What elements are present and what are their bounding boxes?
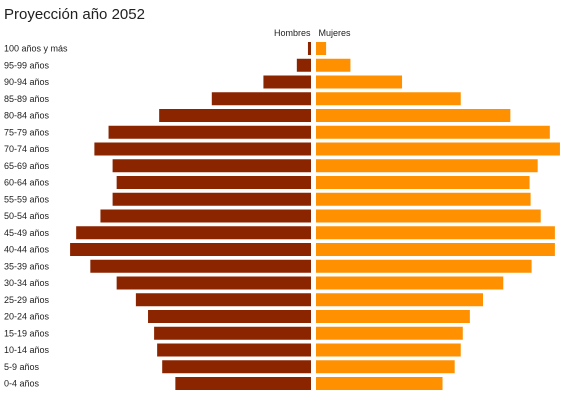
tick-label-100-anos-y-mas: 100 años y más: [4, 44, 68, 54]
bar-hombres-80-84-anos: [159, 109, 311, 122]
bar-mujeres-95-99-anos: [316, 58, 351, 72]
bar-mujeres-45-49-anos: [316, 226, 555, 240]
bar-mujeres-40-44-anos: [316, 243, 555, 256]
tick-label-20-24-anos: 20-24 años: [4, 312, 50, 322]
bar-hombres-25-29-anos: [135, 293, 311, 307]
bar-hombres-100-anos-y-mas: [307, 42, 311, 55]
legend-label-hombres: Hombres: [274, 28, 311, 38]
bar-mujeres-25-29-anos: [316, 293, 484, 307]
bar-hombres-65-69-anos: [112, 159, 311, 173]
series-mujeres-bars: [316, 42, 560, 390]
bar-mujeres-30-34-anos: [316, 276, 504, 290]
bar-mujeres-10-14-anos: [316, 343, 461, 357]
tick-label-45-49-anos: 45-49 años: [4, 228, 50, 238]
tick-label-65-69-anos: 65-69 años: [4, 161, 50, 171]
bar-mujeres-60-64-anos: [316, 176, 530, 189]
tick-label-30-34-anos: 30-34 años: [4, 278, 50, 288]
tick-label-15-19-anos: 15-19 años: [4, 328, 50, 338]
bar-hombres-95-99-anos: [296, 58, 311, 72]
bar-mujeres-85-89-anos: [316, 92, 461, 106]
category-tick-labels: 100 años y más 95-99 años 90-94 años 85-89 …: [4, 44, 68, 389]
bar-hombres-10-14-anos: [157, 343, 311, 357]
tick-label-5-9-anos: 5-9 años: [4, 362, 40, 372]
series-hombres-bars: [70, 42, 312, 390]
bar-mujeres-5-9-anos: [316, 360, 455, 374]
bar-mujeres-90-94-anos: [316, 75, 403, 89]
tick-label-40-44-anos: 40-44 años: [4, 245, 50, 255]
bar-hombres-85-89-anos: [211, 92, 311, 106]
legend-label-mujeres: Mujeres: [319, 28, 352, 38]
tick-label-75-79-anos: 75-79 años: [4, 127, 50, 137]
bar-hombres-35-39-anos: [90, 259, 311, 273]
bar-hombres-15-19-anos: [154, 326, 311, 340]
bar-hombres-55-59-anos: [112, 192, 311, 206]
bar-mujeres-75-79-anos: [316, 125, 550, 139]
bar-hombres-20-24-anos: [148, 310, 311, 323]
bar-hombres-75-79-anos: [108, 125, 311, 139]
tick-label-0-4-anos: 0-4 años: [4, 379, 40, 389]
legend: Hombres Mujeres: [274, 28, 351, 38]
bar-hombres-40-44-anos: [70, 243, 311, 256]
chart-title: Proyección año 2052: [4, 6, 145, 23]
bar-hombres-70-74-anos: [94, 142, 311, 156]
tick-label-55-59-anos: 55-59 años: [4, 194, 50, 204]
bar-hombres-60-64-anos: [116, 176, 312, 189]
tick-label-95-99-anos: 95-99 años: [4, 60, 50, 70]
tick-label-50-54-anos: 50-54 años: [4, 211, 50, 221]
tick-label-85-89-anos: 85-89 años: [4, 94, 50, 104]
tick-label-10-14-anos: 10-14 años: [4, 345, 50, 355]
bar-hombres-5-9-anos: [162, 360, 311, 374]
bar-hombres-30-34-anos: [116, 276, 312, 290]
bar-hombres-45-49-anos: [76, 226, 311, 240]
bar-hombres-50-54-anos: [100, 209, 311, 223]
tick-label-70-74-anos: 70-74 años: [4, 144, 50, 154]
bar-mujeres-55-59-anos: [316, 192, 531, 206]
tick-label-60-64-anos: 60-64 años: [4, 178, 50, 188]
tick-label-35-39-anos: 35-39 años: [4, 261, 50, 271]
bar-hombres-0-4-anos: [175, 377, 311, 390]
bar-mujeres-80-84-anos: [316, 109, 511, 122]
tick-label-80-84-anos: 80-84 años: [4, 111, 50, 121]
bar-mujeres-65-69-anos: [316, 159, 538, 173]
bar-mujeres-100-anos-y-mas: [316, 42, 327, 55]
tick-label-90-94-anos: 90-94 años: [4, 77, 50, 87]
bar-mujeres-0-4-anos: [316, 377, 443, 390]
bar-mujeres-20-24-anos: [316, 310, 470, 323]
bar-hombres-90-94-anos: [263, 75, 311, 89]
tick-label-25-29-anos: 25-29 años: [4, 295, 50, 305]
bar-mujeres-50-54-anos: [316, 209, 541, 223]
bar-mujeres-15-19-anos: [316, 326, 463, 340]
bar-mujeres-35-39-anos: [316, 259, 532, 273]
bar-mujeres-70-74-anos: [316, 142, 560, 156]
